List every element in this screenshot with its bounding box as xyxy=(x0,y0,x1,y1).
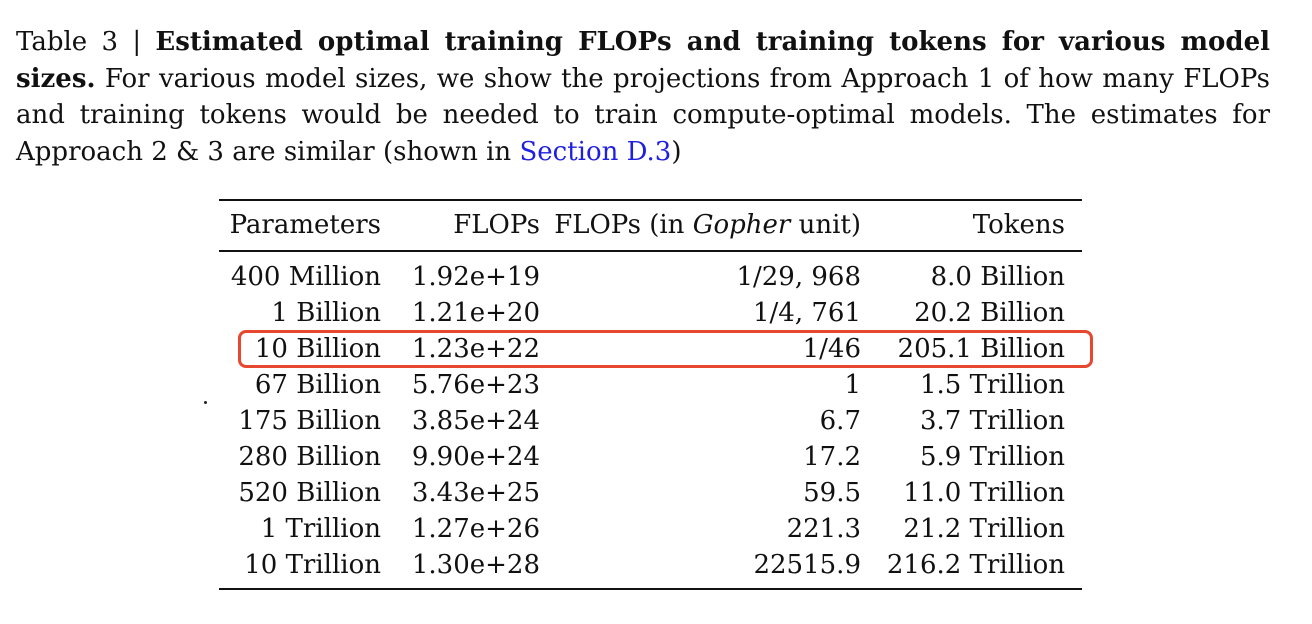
cell-flops: 1.30e+28 xyxy=(411,550,540,580)
cell-tokens: 1.5 Trillion xyxy=(919,370,1065,400)
results-table: Parameters FLOPs FLOPs (in Gopher unit) … xyxy=(219,199,1082,583)
table-row: 175 Billion 3.85e+24 6.7 3.7 Trillion xyxy=(219,403,1082,439)
cell-parameters: 175 Billion xyxy=(238,406,381,436)
cell-gopher-units: 22515.9 xyxy=(753,550,861,580)
cell-flops: 5.76e+23 xyxy=(411,370,540,400)
cell-gopher-units: 221.3 xyxy=(786,514,861,544)
cell-parameters: 10 Billion xyxy=(254,334,381,364)
table-row: 400 Million 1.92e+19 1/29, 968 8.0 Billion xyxy=(219,251,1082,295)
table-row-highlighted: 10 Billion 1.23e+22 1/46 205.1 Billion xyxy=(219,331,1082,367)
caption-title: Estimated optimal training FLOPs and tra… xyxy=(16,27,1270,94)
cell-flops: 3.85e+24 xyxy=(411,406,540,436)
cell-gopher-units: 1 xyxy=(844,370,861,400)
cell-pad xyxy=(1065,367,1082,403)
cell-flops: 1.23e+22 xyxy=(411,334,540,364)
cell-flops: 9.90e+24 xyxy=(411,442,540,472)
table-row: 10 Trillion 1.30e+28 22515.9 216.2 Trillion xyxy=(219,547,1082,583)
table-row: 280 Billion 9.90e+24 17.2 5.9 Trillion xyxy=(219,439,1082,475)
cell-tokens: 21.2 Trillion xyxy=(903,514,1065,544)
cell-gopher-units: 59.5 xyxy=(803,478,861,508)
header-flops: FLOPs xyxy=(453,210,540,240)
cell-parameters: 1 Billion xyxy=(271,298,381,328)
cell-flops: 1.21e+20 xyxy=(411,298,540,328)
cell-parameters: 1 Trillion xyxy=(260,514,381,544)
header-parameters: Parameters xyxy=(229,210,381,240)
cell-pad xyxy=(1065,511,1082,547)
cell-tokens: 216.2 Trillion xyxy=(886,550,1065,580)
table-body: 400 Million 1.92e+19 1/29, 968 8.0 Billion 1… xyxy=(219,251,1082,583)
cell-parameters: 67 Billion xyxy=(254,370,381,400)
table-bottom-rule xyxy=(219,588,1082,590)
cell-flops: 3.43e+25 xyxy=(411,478,540,508)
table-row: 520 Billion 3.43e+25 59.5 11.0 Trillion xyxy=(219,475,1082,511)
cell-tokens: 20.2 Billion xyxy=(914,298,1065,328)
table-caption: Table 3 | Estimated optimal training FLO… xyxy=(16,24,1270,170)
section-link[interactable]: Section D.3 xyxy=(519,136,672,167)
header-tokens: Tokens xyxy=(972,210,1065,240)
cell-pad xyxy=(1065,403,1082,439)
table-top-rule xyxy=(219,199,1082,201)
table-header-row: Parameters FLOPs FLOPs (in Gopher unit) … xyxy=(219,199,1082,251)
cell-tokens: 3.7 Trillion xyxy=(919,406,1065,436)
header-flops-gopher-italic: Gopher xyxy=(692,210,791,240)
cell-gopher-units: 1/4, 761 xyxy=(753,298,861,328)
header-pad xyxy=(1065,199,1082,251)
cell-parameters: 10 Trillion xyxy=(244,550,381,580)
table-header-rule xyxy=(219,250,1082,252)
header-flops-gopher-suffix: unit) xyxy=(790,210,861,240)
cell-tokens: 205.1 Billion xyxy=(897,334,1065,364)
cell-tokens: 11.0 Trillion xyxy=(903,478,1065,508)
cell-pad xyxy=(1065,547,1082,583)
caption-tail: ) xyxy=(671,136,682,167)
caption-body: For various model sizes, we show the pro… xyxy=(16,63,1270,167)
cell-pad xyxy=(1065,251,1082,295)
table-row: 1 Billion 1.21e+20 1/4, 761 20.2 Billion xyxy=(219,295,1082,331)
caption-label: Table 3 | xyxy=(16,27,156,57)
cell-gopher-units: 17.2 xyxy=(803,442,861,472)
cell-gopher-units: 6.7 xyxy=(819,406,861,436)
cell-pad xyxy=(1065,331,1082,367)
cell-flops: 1.27e+26 xyxy=(411,514,540,544)
header-flops-gopher: FLOPs (in Gopher unit) xyxy=(540,199,861,251)
cell-tokens: 8.0 Billion xyxy=(930,262,1065,292)
cell-pad xyxy=(1065,475,1082,511)
cell-parameters: 280 Billion xyxy=(238,442,381,472)
stray-dot xyxy=(204,401,207,404)
table-row: 67 Billion 5.76e+23 1 1.5 Trillion xyxy=(219,367,1082,403)
cell-flops: 1.92e+19 xyxy=(411,262,540,292)
cell-parameters: 520 Billion xyxy=(238,478,381,508)
cell-gopher-units: 1/46 xyxy=(802,334,861,364)
table-row: 1 Trillion 1.27e+26 221.3 21.2 Trillion xyxy=(219,511,1082,547)
cell-parameters: 400 Million xyxy=(230,262,381,292)
cell-gopher-units: 1/29, 968 xyxy=(736,262,861,292)
cell-pad xyxy=(1065,439,1082,475)
cell-pad xyxy=(1065,295,1082,331)
cell-tokens: 5.9 Trillion xyxy=(919,442,1065,472)
header-flops-gopher-prefix: FLOPs (in xyxy=(554,210,693,240)
